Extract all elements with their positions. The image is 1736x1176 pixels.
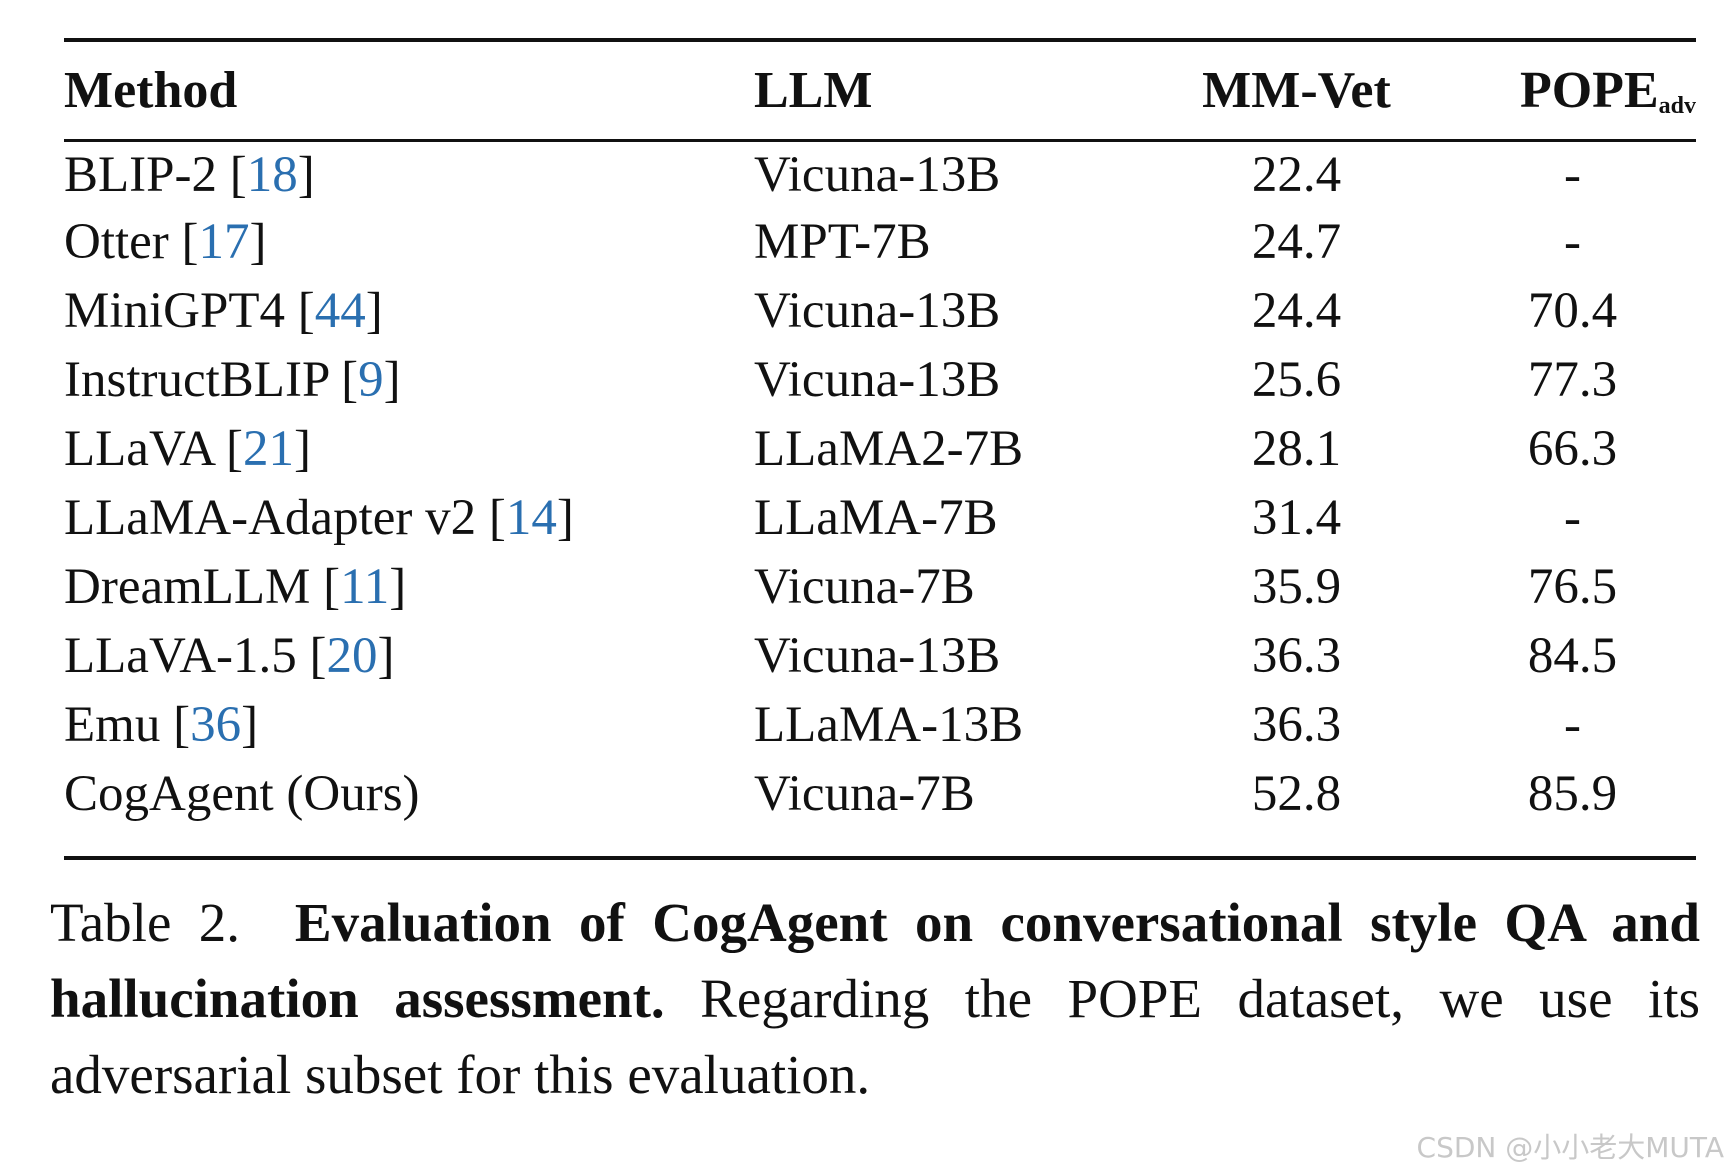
mmvet-cell: 22.4 (1251, 146, 1342, 203)
method-cell: LLaMA-Adapter v2 [14] (64, 490, 574, 546)
top-rule (64, 38, 1696, 42)
llm-cell: Vicuna-13B (754, 146, 1001, 203)
header-rule (64, 139, 1696, 142)
pope-cell: 76.5 (1527, 559, 1618, 615)
method-name: Otter (64, 214, 169, 270)
caption-text: Regarding the POPE dataset, we use its a… (50, 968, 1700, 1105)
method-header: Method (64, 62, 238, 119)
method-cell: LLaVA-1.5 [20] (64, 628, 395, 684)
mmvet-header: MM-Vet (1202, 62, 1391, 119)
bottom-rule (64, 856, 1696, 860)
method-name: LLaMA-Adapter v2 (64, 490, 477, 546)
pope-header: POPEadv (1449, 42, 1696, 139)
llm-cell: LLaMA-7B (754, 490, 998, 546)
mmvet-cell: 24.7 (1251, 214, 1342, 270)
table-row: LLaVA [21] LLaMA2-7B 28.1 66.3 (64, 415, 1696, 484)
table-row: CogAgent (Ours) Vicuna-7B 52.8 85.9 (64, 760, 1696, 829)
pope-cell: 77.3 (1527, 352, 1618, 408)
pope-header-subscript: adv (1658, 93, 1696, 119)
table-body: BLIP-2 [18] Vicuna-13B 22.4 - Otter [17] MPT-… (64, 139, 1696, 829)
table-caption: Table 2. Evaluation of CogAgent on conve… (50, 885, 1700, 1113)
citation-link[interactable]: 21 (242, 421, 294, 477)
citation-link[interactable]: 36 (190, 697, 242, 753)
table-row: Emu [36] LLaMA-13B 36.3 - (64, 691, 1696, 760)
llm-cell: Vicuna-7B (754, 766, 975, 822)
mmvet-cell: 31.4 (1251, 490, 1342, 546)
method-name: LLaVA-1.5 (64, 628, 297, 684)
pope-cell: 85.9 (1527, 766, 1618, 822)
citation-link[interactable]: 17 (198, 214, 250, 270)
watermark: CSDN @小小老大MUTA (1416, 1131, 1724, 1164)
llm-cell: Vicuna-7B (754, 559, 975, 615)
header-row: Method LLM MM-Vet POPEadv (64, 42, 1696, 139)
pope-cell: 66.3 (1527, 421, 1618, 477)
method-cell: MiniGPT4 [44] (64, 283, 383, 339)
method-cell: DreamLLM [11] (64, 559, 407, 615)
results-table: Method LLM MM-Vet POPEadv BLIP-2 [18] Vic… (64, 42, 1696, 829)
pope-cell: - (1564, 490, 1581, 546)
table-row: MiniGPT4 [44] Vicuna-13B 24.4 70.4 (64, 277, 1696, 346)
citation-link[interactable]: 18 (246, 146, 298, 203)
citation-link[interactable]: 14 (505, 490, 557, 546)
citation-link[interactable]: 9 (358, 352, 384, 408)
llm-header: LLM (754, 62, 873, 119)
method-name: BLIP-2 (64, 146, 217, 203)
llm-cell: Vicuna-13B (754, 283, 1001, 339)
citation-link[interactable]: 20 (326, 628, 378, 684)
pope-header-label: POPE (1519, 62, 1659, 119)
table-row: BLIP-2 [18] Vicuna-13B 22.4 - (64, 139, 1696, 208)
method-cell: LLaVA [21] (64, 421, 311, 477)
table-row: LLaVA-1.5 [20] Vicuna-13B 36.3 84.5 (64, 622, 1696, 691)
method-cell: Emu [36] (64, 697, 259, 753)
mmvet-cell: 24.4 (1251, 283, 1342, 339)
caption-label: Table 2. (50, 892, 241, 953)
pope-cell: - (1564, 214, 1581, 270)
method-name: InstructBLIP (64, 352, 329, 408)
method-cell: InstructBLIP [9] (64, 352, 401, 408)
method-cell: BLIP-2 [18] (64, 146, 315, 203)
llm-cell: Vicuna-13B (754, 352, 1001, 408)
pope-cell: - (1564, 697, 1581, 753)
table-row: InstructBLIP [9] Vicuna-13B 25.6 77.3 (64, 346, 1696, 415)
citation-link[interactable]: 44 (314, 283, 366, 339)
mmvet-cell: 52.8 (1251, 766, 1342, 822)
mmvet-cell: 35.9 (1251, 559, 1342, 615)
table-row: DreamLLM [11] Vicuna-7B 35.9 76.5 (64, 553, 1696, 622)
table-row: LLaMA-Adapter v2 [14] LLaMA-7B 31.4 - (64, 484, 1696, 553)
llm-cell: LLaMA2-7B (754, 421, 1024, 477)
method-cell: Otter [17] (64, 214, 267, 270)
pope-cell: 70.4 (1527, 283, 1618, 339)
mmvet-cell: 25.6 (1251, 352, 1342, 408)
method-name: CogAgent (Ours) (64, 766, 420, 822)
llm-cell: LLaMA-13B (754, 697, 1024, 753)
llm-cell: Vicuna-13B (754, 628, 1001, 684)
table-row: Otter [17] MPT-7B 24.7 - (64, 208, 1696, 277)
mmvet-cell: 28.1 (1251, 421, 1342, 477)
pope-cell: - (1564, 146, 1581, 203)
method-name: LLaVA (64, 421, 214, 477)
mmvet-cell: 36.3 (1251, 697, 1342, 753)
method-name: DreamLLM (64, 559, 311, 615)
mmvet-cell: 36.3 (1251, 628, 1342, 684)
method-name: Emu (64, 697, 161, 753)
pope-cell: 84.5 (1527, 628, 1618, 684)
citation-link[interactable]: 11 (340, 559, 390, 615)
llm-cell: MPT-7B (754, 214, 931, 270)
method-name: MiniGPT4 (64, 283, 286, 339)
method-cell: CogAgent (Ours) (64, 760, 754, 829)
caption-title: Evaluation of CogAgent on conversational… (50, 892, 1700, 1029)
